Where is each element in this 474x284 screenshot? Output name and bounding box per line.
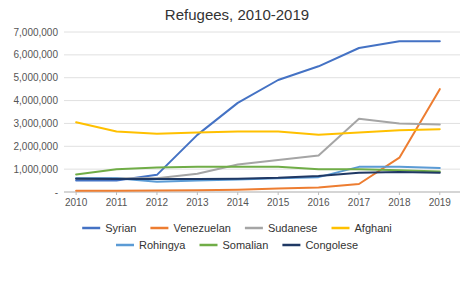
legend-swatch bbox=[150, 227, 168, 230]
series-line bbox=[76, 172, 440, 179]
x-tick-label: 2015 bbox=[267, 197, 290, 208]
x-tick-label: 2019 bbox=[429, 197, 452, 208]
legend-swatch bbox=[245, 227, 263, 230]
legend-label: Sudanese bbox=[268, 222, 318, 234]
legend-swatch bbox=[282, 244, 300, 247]
lines bbox=[76, 41, 440, 191]
y-tick-label: 4,000,000 bbox=[14, 95, 59, 106]
series-line bbox=[76, 167, 440, 175]
legend-swatch bbox=[332, 227, 350, 230]
y-tick-label: 5,000,000 bbox=[14, 72, 59, 83]
legend-swatch bbox=[82, 227, 100, 230]
grid-line bbox=[64, 32, 460, 33]
series-line bbox=[76, 41, 440, 180]
legend-label: Afghani bbox=[355, 222, 392, 234]
y-tick-label: 1,000,000 bbox=[14, 164, 59, 175]
legend-label: Venezuelan bbox=[173, 222, 231, 234]
x-tick-label: 2016 bbox=[307, 197, 330, 208]
x-tick bbox=[278, 192, 279, 195]
x-tick-label: 2014 bbox=[227, 197, 250, 208]
y-tick-label: 3,000,000 bbox=[14, 118, 59, 129]
x-tick bbox=[318, 192, 319, 195]
legend-item: Afghani bbox=[332, 222, 392, 234]
legend-swatch bbox=[200, 244, 218, 247]
x-tick bbox=[439, 192, 440, 195]
x-tick-label: 2017 bbox=[348, 197, 371, 208]
legend-item: Somalian bbox=[200, 239, 269, 251]
x-tick bbox=[116, 192, 117, 195]
y-axis: - 1,000,000 2,000,000 3,000,000 4,000,000 5,0… bbox=[14, 27, 461, 198]
series-line bbox=[76, 122, 440, 135]
x-tick bbox=[237, 192, 238, 195]
series-line bbox=[76, 89, 440, 191]
x-tick-label: 2012 bbox=[146, 197, 169, 208]
legend-label: Congolese bbox=[305, 239, 358, 251]
legend-label: Somalian bbox=[223, 239, 269, 251]
grid-line bbox=[64, 100, 460, 101]
x-tick-label: 2011 bbox=[106, 197, 128, 208]
x-axis: 2010 2011 2012 2013 2014 2015 2016 2017 2018 2019 bbox=[65, 192, 451, 208]
x-axis-line bbox=[64, 192, 460, 193]
x-tick bbox=[156, 192, 157, 195]
legend-item: Sudanese bbox=[245, 222, 318, 234]
legend-item: Venezuelan bbox=[150, 222, 231, 234]
legend-label: Syrian bbox=[105, 222, 136, 234]
title: Refugees, 2010-2019 bbox=[165, 6, 309, 23]
legend-item: Syrian bbox=[82, 222, 136, 234]
legend-item: Congolese bbox=[282, 239, 358, 251]
x-tick-label: 2018 bbox=[388, 197, 411, 208]
legend-label: Rohingya bbox=[139, 239, 186, 251]
series-line bbox=[76, 119, 440, 178]
grid-line bbox=[64, 77, 460, 78]
chart: Refugees, 2010-2019 - 1,000,000 2,000,000 3,… bbox=[0, 0, 474, 284]
y-tick-label: 2,000,000 bbox=[14, 141, 59, 152]
series-line bbox=[76, 167, 440, 182]
legend-swatch bbox=[116, 244, 134, 247]
grid-line bbox=[64, 146, 460, 147]
x-tick-label: 2013 bbox=[186, 197, 209, 208]
y-tick-label: - bbox=[55, 187, 58, 198]
x-tick bbox=[399, 192, 400, 195]
x-tick bbox=[197, 192, 198, 195]
y-tick-label: 7,000,000 bbox=[14, 27, 59, 38]
x-tick-label: 2010 bbox=[65, 197, 88, 208]
x-tick bbox=[76, 192, 77, 195]
x-tick bbox=[358, 192, 359, 195]
legend-item: Rohingya bbox=[116, 239, 186, 251]
grid-line bbox=[64, 54, 460, 55]
y-tick-label: 6,000,000 bbox=[14, 49, 59, 60]
grid-line bbox=[64, 192, 460, 193]
legend: Syrian Venezuelan Sudanese Afghani Rohingya S… bbox=[82, 222, 392, 251]
